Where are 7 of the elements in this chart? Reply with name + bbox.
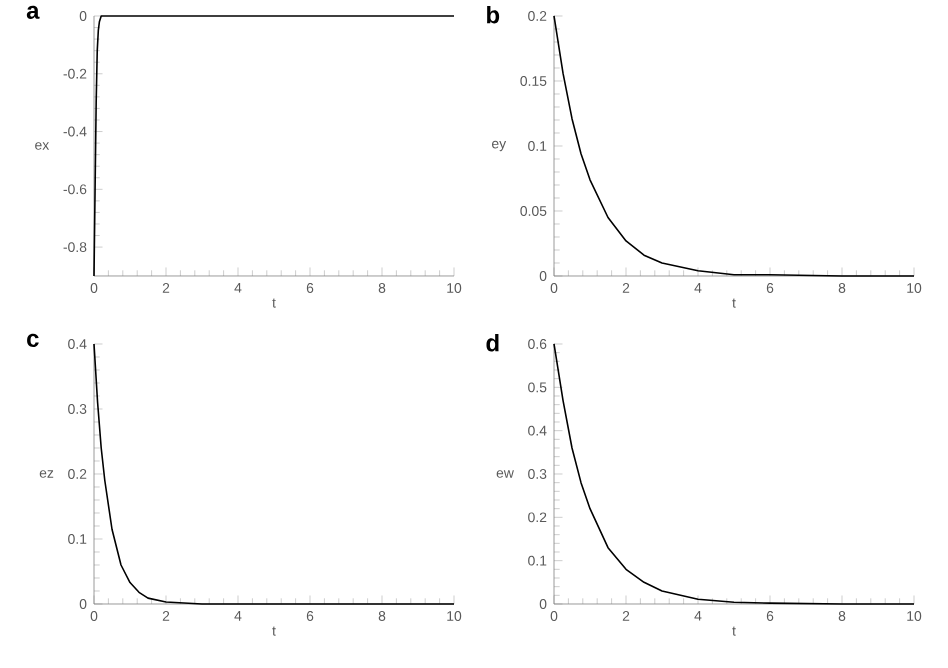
line-series bbox=[553, 343, 915, 605]
chart-title: c bbox=[27, 333, 39, 347]
chart-title: d bbox=[486, 333, 499, 352]
chart-title: b bbox=[487, 5, 500, 24]
line-series bbox=[553, 15, 915, 277]
line-series bbox=[93, 343, 455, 605]
chart-title: a bbox=[26, 5, 40, 19]
